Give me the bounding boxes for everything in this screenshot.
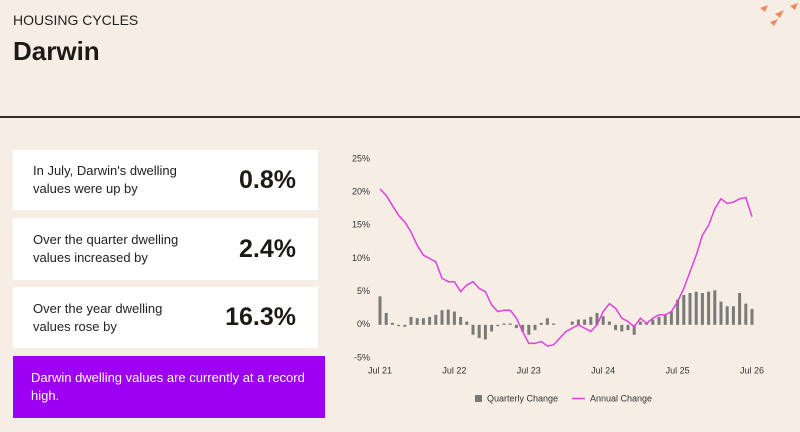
x-tick-label: Jul 23 bbox=[517, 365, 541, 375]
bar bbox=[651, 319, 655, 325]
bar bbox=[384, 312, 388, 325]
bar bbox=[390, 322, 394, 325]
decoration bbox=[760, 3, 798, 26]
bar bbox=[731, 306, 735, 325]
bar bbox=[682, 294, 686, 325]
stat-value: 16.3% bbox=[225, 303, 296, 331]
bar bbox=[527, 324, 531, 335]
bar bbox=[452, 311, 456, 325]
bar bbox=[638, 321, 642, 325]
stat-text: Over the year dwelling values rose by bbox=[33, 300, 163, 334]
stat-value: 0.8% bbox=[239, 165, 296, 194]
bar bbox=[570, 321, 574, 325]
bar bbox=[576, 319, 580, 325]
bar bbox=[508, 323, 512, 325]
bar bbox=[669, 311, 673, 325]
stat-card: In July, Darwin's dwelling values were u… bbox=[13, 150, 318, 210]
x-tick-label: Jul 24 bbox=[591, 365, 615, 375]
stat-card: Over the quarter dwelling values increas… bbox=[13, 218, 318, 280]
bar bbox=[378, 296, 382, 325]
bar bbox=[552, 323, 556, 325]
y-tick-label: 15% bbox=[352, 220, 370, 230]
bar bbox=[490, 324, 494, 332]
bar bbox=[521, 324, 525, 332]
bar bbox=[496, 324, 500, 327]
x-tick-label: Jul 26 bbox=[740, 365, 764, 375]
bar bbox=[595, 312, 599, 325]
legend-swatch bbox=[475, 395, 482, 402]
bar bbox=[713, 290, 717, 325]
bar bbox=[440, 310, 444, 325]
bar bbox=[502, 323, 506, 325]
bar bbox=[477, 324, 481, 339]
bar bbox=[415, 318, 419, 325]
bar bbox=[483, 324, 487, 340]
bar bbox=[397, 324, 401, 327]
stat-text: In July, Darwin's dwelling values were u… bbox=[33, 163, 177, 196]
bar bbox=[446, 309, 450, 325]
bar bbox=[583, 319, 587, 325]
stat-card: Over the year dwelling values rose by 16.… bbox=[13, 287, 318, 348]
y-tick-label: 20% bbox=[352, 187, 370, 197]
bar bbox=[744, 303, 748, 325]
bar bbox=[663, 314, 667, 325]
bar bbox=[589, 316, 593, 325]
note: Darwin dwelling values are currently at … bbox=[13, 356, 325, 418]
bar bbox=[620, 324, 624, 332]
x-tick-label: Jul 25 bbox=[666, 365, 690, 375]
kicker: HOUSING CYCLES bbox=[13, 12, 139, 28]
bar bbox=[614, 324, 618, 331]
legend-label: Quarterly Change bbox=[487, 393, 558, 403]
y-tick-label: 10% bbox=[352, 253, 370, 263]
bar bbox=[632, 324, 636, 335]
legend-label: Annual Change bbox=[590, 393, 652, 403]
bar bbox=[657, 316, 661, 325]
bar bbox=[545, 318, 549, 325]
bar bbox=[694, 291, 698, 325]
stat-text: Over the quarter dwelling values increas… bbox=[33, 232, 179, 265]
bar bbox=[403, 324, 407, 327]
line bbox=[379, 188, 753, 347]
bar bbox=[750, 308, 754, 325]
bar bbox=[626, 324, 630, 331]
bar bbox=[607, 321, 611, 325]
y-tick-label: -5% bbox=[354, 352, 370, 362]
bar bbox=[601, 316, 605, 325]
bar bbox=[707, 291, 711, 325]
y-tick-label: 5% bbox=[357, 286, 370, 296]
title: Darwin bbox=[13, 36, 100, 66]
bar bbox=[676, 299, 680, 325]
bar bbox=[725, 306, 729, 325]
bar bbox=[465, 321, 469, 325]
bar bbox=[459, 316, 463, 325]
bar bbox=[471, 324, 475, 335]
bar bbox=[533, 324, 537, 331]
bar bbox=[719, 301, 723, 325]
stat-value: 2.4% bbox=[239, 234, 296, 263]
bar bbox=[539, 322, 543, 325]
bar bbox=[409, 316, 413, 325]
y-tick-label: 0% bbox=[357, 319, 370, 329]
divider bbox=[0, 116, 800, 118]
x-tick-label: Jul 22 bbox=[442, 365, 466, 375]
bar bbox=[738, 292, 742, 325]
bar bbox=[688, 292, 692, 325]
bar bbox=[514, 324, 518, 329]
bar bbox=[421, 318, 425, 325]
bar bbox=[700, 292, 704, 325]
bar bbox=[434, 314, 438, 325]
y-tick-label: 25% bbox=[352, 153, 370, 163]
x-tick-label: Jul 21 bbox=[368, 365, 392, 375]
bar bbox=[428, 316, 432, 325]
